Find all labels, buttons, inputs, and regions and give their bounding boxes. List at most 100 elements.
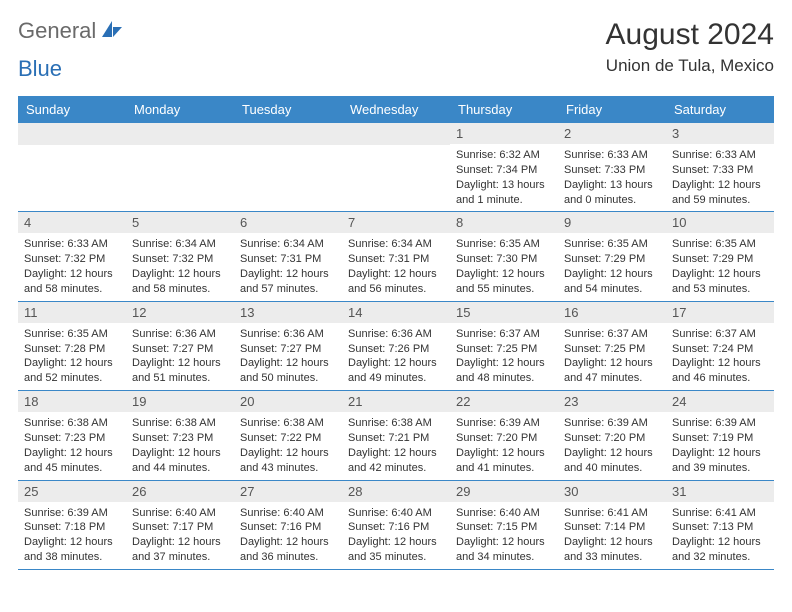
day-info-line: Daylight: 12 hours <box>24 356 120 371</box>
day-body: Sunrise: 6:36 AMSunset: 7:26 PMDaylight:… <box>342 323 450 390</box>
day-info-line: Sunrise: 6:35 AM <box>564 237 660 252</box>
day-cell: 3Sunrise: 6:33 AMSunset: 7:33 PMDaylight… <box>666 123 774 211</box>
day-info-line: Sunrise: 6:39 AM <box>564 416 660 431</box>
day-cell: 20Sunrise: 6:38 AMSunset: 7:22 PMDayligh… <box>234 391 342 479</box>
month-title: August 2024 <box>606 18 774 52</box>
day-info-line: Sunset: 7:27 PM <box>132 342 228 357</box>
day-info-line: Sunset: 7:23 PM <box>132 431 228 446</box>
day-cell: 12Sunrise: 6:36 AMSunset: 7:27 PMDayligh… <box>126 302 234 390</box>
day-info-line: Daylight: 12 hours <box>348 356 444 371</box>
day-info-line: and 50 minutes. <box>240 371 336 386</box>
day-info-line: and 53 minutes. <box>672 282 768 297</box>
day-number: 6 <box>234 212 342 233</box>
day-body: Sunrise: 6:41 AMSunset: 7:14 PMDaylight:… <box>558 502 666 569</box>
day-info-line: Daylight: 12 hours <box>240 446 336 461</box>
day-number: 12 <box>126 302 234 323</box>
day-cell: 13Sunrise: 6:36 AMSunset: 7:27 PMDayligh… <box>234 302 342 390</box>
day-info-line: Sunset: 7:25 PM <box>564 342 660 357</box>
day-info-line: Daylight: 12 hours <box>564 535 660 550</box>
day-info-line: Daylight: 12 hours <box>456 356 552 371</box>
day-body: Sunrise: 6:33 AMSunset: 7:32 PMDaylight:… <box>18 233 126 300</box>
day-body: Sunrise: 6:38 AMSunset: 7:23 PMDaylight:… <box>126 412 234 479</box>
day-cell: 8Sunrise: 6:35 AMSunset: 7:30 PMDaylight… <box>450 212 558 300</box>
day-info-line: and 33 minutes. <box>564 550 660 565</box>
day-body: Sunrise: 6:35 AMSunset: 7:29 PMDaylight:… <box>558 233 666 300</box>
day-info-line: and 39 minutes. <box>672 461 768 476</box>
day-body: Sunrise: 6:35 AMSunset: 7:28 PMDaylight:… <box>18 323 126 390</box>
day-info-line: Sunset: 7:29 PM <box>672 252 768 267</box>
day-info-line: Daylight: 12 hours <box>132 356 228 371</box>
logo-sail-icon <box>100 19 124 44</box>
day-info-line: and 58 minutes. <box>132 282 228 297</box>
day-info-line: Sunrise: 6:36 AM <box>240 327 336 342</box>
day-number: 11 <box>18 302 126 323</box>
day-body: Sunrise: 6:35 AMSunset: 7:29 PMDaylight:… <box>666 233 774 300</box>
day-body <box>342 145 450 153</box>
day-header: Wednesday <box>342 96 450 123</box>
week-row: 4Sunrise: 6:33 AMSunset: 7:32 PMDaylight… <box>18 212 774 301</box>
day-info-line: Daylight: 12 hours <box>564 356 660 371</box>
day-number: 9 <box>558 212 666 233</box>
day-info-line: and 58 minutes. <box>24 282 120 297</box>
day-info-line: Sunrise: 6:38 AM <box>132 416 228 431</box>
day-body: Sunrise: 6:33 AMSunset: 7:33 PMDaylight:… <box>558 144 666 211</box>
day-body: Sunrise: 6:35 AMSunset: 7:30 PMDaylight:… <box>450 233 558 300</box>
day-header: Friday <box>558 96 666 123</box>
day-cell: 25Sunrise: 6:39 AMSunset: 7:18 PMDayligh… <box>18 481 126 569</box>
day-info-line: Daylight: 12 hours <box>672 356 768 371</box>
day-info-line: and 48 minutes. <box>456 371 552 386</box>
day-info-line: Sunset: 7:21 PM <box>348 431 444 446</box>
day-info-line: Sunset: 7:32 PM <box>24 252 120 267</box>
day-number: 10 <box>666 212 774 233</box>
day-info-line: Daylight: 12 hours <box>672 535 768 550</box>
day-info-line: Sunrise: 6:35 AM <box>456 237 552 252</box>
day-info-line: Sunset: 7:26 PM <box>348 342 444 357</box>
day-body: Sunrise: 6:40 AMSunset: 7:17 PMDaylight:… <box>126 502 234 569</box>
day-info-line: and 47 minutes. <box>564 371 660 386</box>
day-info-line: Sunset: 7:27 PM <box>240 342 336 357</box>
day-number: 23 <box>558 391 666 412</box>
day-info-line: Sunset: 7:18 PM <box>24 520 120 535</box>
day-number: 20 <box>234 391 342 412</box>
day-header: Tuesday <box>234 96 342 123</box>
day-info-line: Sunset: 7:17 PM <box>132 520 228 535</box>
day-info-line: Sunrise: 6:40 AM <box>456 506 552 521</box>
day-body: Sunrise: 6:38 AMSunset: 7:22 PMDaylight:… <box>234 412 342 479</box>
day-body: Sunrise: 6:39 AMSunset: 7:18 PMDaylight:… <box>18 502 126 569</box>
day-body: Sunrise: 6:38 AMSunset: 7:21 PMDaylight:… <box>342 412 450 479</box>
day-info-line: and 43 minutes. <box>240 461 336 476</box>
day-info-line: Daylight: 12 hours <box>348 446 444 461</box>
day-info-line: Daylight: 12 hours <box>132 446 228 461</box>
day-cell: 11Sunrise: 6:35 AMSunset: 7:28 PMDayligh… <box>18 302 126 390</box>
day-info-line: and 51 minutes. <box>132 371 228 386</box>
day-number: 19 <box>126 391 234 412</box>
title-block: August 2024 Union de Tula, Mexico <box>606 18 774 76</box>
day-cell <box>126 123 234 211</box>
day-info-line: Daylight: 12 hours <box>564 267 660 282</box>
day-info-line: Sunset: 7:31 PM <box>240 252 336 267</box>
day-body: Sunrise: 6:40 AMSunset: 7:16 PMDaylight:… <box>342 502 450 569</box>
day-body: Sunrise: 6:39 AMSunset: 7:20 PMDaylight:… <box>558 412 666 479</box>
week-row: 25Sunrise: 6:39 AMSunset: 7:18 PMDayligh… <box>18 481 774 570</box>
day-cell: 14Sunrise: 6:36 AMSunset: 7:26 PMDayligh… <box>342 302 450 390</box>
day-headers-row: SundayMondayTuesdayWednesdayThursdayFrid… <box>18 96 774 123</box>
day-cell: 15Sunrise: 6:37 AMSunset: 7:25 PMDayligh… <box>450 302 558 390</box>
logo-text-general: General <box>18 18 96 44</box>
day-info-line: Sunset: 7:22 PM <box>240 431 336 446</box>
day-cell: 26Sunrise: 6:40 AMSunset: 7:17 PMDayligh… <box>126 481 234 569</box>
day-info-line: and 56 minutes. <box>348 282 444 297</box>
week-row: 1Sunrise: 6:32 AMSunset: 7:34 PMDaylight… <box>18 123 774 212</box>
day-number: 8 <box>450 212 558 233</box>
day-body: Sunrise: 6:36 AMSunset: 7:27 PMDaylight:… <box>234 323 342 390</box>
location: Union de Tula, Mexico <box>606 56 774 76</box>
day-info-line: Sunset: 7:14 PM <box>564 520 660 535</box>
day-cell <box>342 123 450 211</box>
day-number: 31 <box>666 481 774 502</box>
day-cell: 7Sunrise: 6:34 AMSunset: 7:31 PMDaylight… <box>342 212 450 300</box>
logo-text-blue: Blue <box>18 56 62 82</box>
day-cell: 31Sunrise: 6:41 AMSunset: 7:13 PMDayligh… <box>666 481 774 569</box>
day-body: Sunrise: 6:33 AMSunset: 7:33 PMDaylight:… <box>666 144 774 211</box>
day-info-line: and 52 minutes. <box>24 371 120 386</box>
day-info-line: Daylight: 12 hours <box>456 535 552 550</box>
day-cell: 16Sunrise: 6:37 AMSunset: 7:25 PMDayligh… <box>558 302 666 390</box>
